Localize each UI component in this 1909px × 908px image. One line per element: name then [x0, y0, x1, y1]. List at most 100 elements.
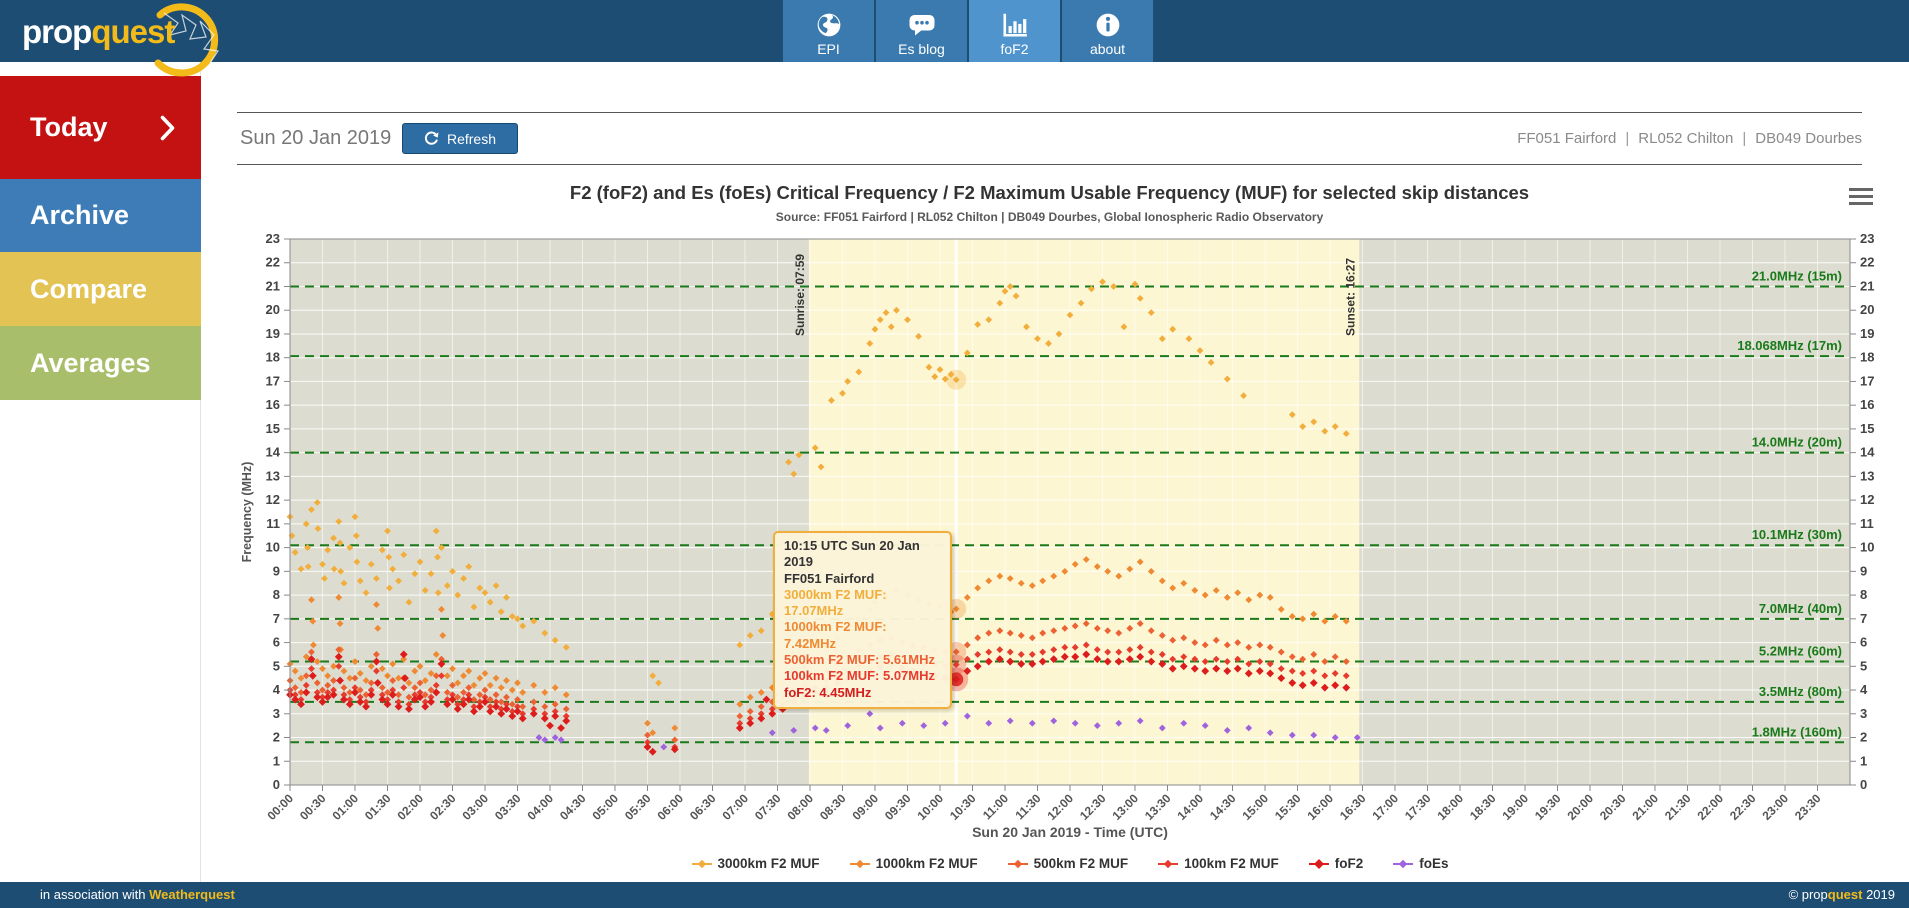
svg-text:21: 21 [266, 278, 280, 293]
fof2-chart: 21.0MHz (15m) 18.068MHz (17m) 14.0MHz (20m… [240, 231, 1875, 840]
chart-legend: 3000km F2 MUF 1000km F2 MUF 500km F2 MUF 10… [290, 856, 1850, 871]
legend-label: 100km F2 MUF [1184, 856, 1279, 871]
svg-text:03:30: 03:30 [492, 791, 524, 823]
legend-label: foEs [1419, 856, 1449, 871]
x-axis-title: Sun 20 Jan 2019 - Time (UTC) [972, 824, 1168, 840]
station-link-ff051[interactable]: FF051 Fairford [1517, 130, 1617, 147]
svg-text:13: 13 [1860, 468, 1874, 483]
svg-text:7: 7 [273, 611, 280, 626]
station-separator: | [1625, 130, 1630, 147]
svg-text:9: 9 [273, 563, 280, 578]
current-date: Sun 20 Jan 2019 [240, 127, 392, 149]
svg-text:9: 9 [1860, 563, 1867, 578]
series-foes [535, 710, 1361, 751]
legend-item-3000km-f2-muf[interactable]: 3000km F2 MUF [691, 856, 820, 871]
svg-text:18: 18 [1860, 350, 1874, 365]
sidebar-item-averages[interactable]: Averages [0, 326, 201, 400]
svg-text:23: 23 [1860, 231, 1874, 246]
legend-marker [1308, 858, 1329, 869]
svg-text:16: 16 [266, 397, 280, 412]
refresh-button-label: Refresh [446, 130, 497, 147]
tab-es-blog-label: Es blog [898, 41, 945, 57]
svg-text:21:00: 21:00 [1630, 791, 1662, 823]
tab-epi-label: EPI [817, 41, 840, 57]
chart-context-menu-icon[interactable] [1849, 188, 1873, 205]
tab-epi[interactable]: EPI [783, 0, 874, 62]
svg-text:5.2MHz (60m): 5.2MHz (60m) [1759, 644, 1842, 659]
legend-item-fof2[interactable]: foF2 [1308, 856, 1364, 871]
svg-text:7.0MHz (40m): 7.0MHz (40m) [1759, 601, 1842, 616]
svg-text:00:30: 00:30 [297, 791, 329, 823]
logo-arc-icon [154, 3, 220, 77]
svg-text:19:00: 19:00 [1500, 791, 1532, 823]
svg-text:17: 17 [266, 373, 280, 388]
propquest-logo[interactable]: propquest [22, 3, 220, 77]
svg-text:12: 12 [266, 492, 280, 507]
svg-text:14:00: 14:00 [1175, 791, 1207, 823]
legend-label: foF2 [1334, 856, 1364, 871]
svg-text:10:30: 10:30 [947, 791, 979, 823]
legend-label: 3000km F2 MUF [717, 856, 820, 871]
svg-text:05:30: 05:30 [622, 791, 654, 823]
svg-text:0: 0 [273, 777, 280, 792]
svg-text:10: 10 [266, 540, 280, 555]
svg-text:05:00: 05:00 [590, 791, 622, 823]
tab-about-label: about [1089, 41, 1126, 57]
station-separator: | [1742, 130, 1747, 147]
sidebar-item-compare[interactable]: Compare [0, 252, 201, 326]
svg-text:Sunset: 16:27: Sunset: 16:27 [1343, 258, 1357, 336]
svg-text:20:00: 20:00 [1565, 791, 1597, 823]
sidebar-item-archive[interactable]: Archive [0, 179, 201, 252]
legend-label: 500km F2 MUF [1033, 856, 1129, 871]
station-link-rl052[interactable]: RL052 Chilton [1638, 130, 1734, 147]
svg-text:16:00: 16:00 [1305, 791, 1337, 823]
legend-item-100km-f2-muf[interactable]: 100km F2 MUF [1158, 856, 1279, 871]
svg-text:02:30: 02:30 [427, 791, 459, 823]
chart-tooltip: 10:15 UTC Sun 20 Jan 2019 FF051 Fairford… [773, 531, 952, 709]
sidebar-item-today[interactable]: Today [0, 76, 201, 179]
legend-label: 1000km F2 MUF [875, 856, 978, 871]
chart-title: F2 (foF2) and Es (foEs) Critical Frequen… [569, 182, 1530, 203]
sun-markers: Sunrise: 07:59 Sunset: 16:27 [793, 254, 1357, 336]
svg-text:3.5MHz (80m): 3.5MHz (80m) [1759, 684, 1842, 699]
svg-text:2: 2 [273, 730, 280, 745]
svg-text:09:30: 09:30 [882, 791, 914, 823]
tooltip-row: foF2: 4.45MHz [784, 684, 872, 700]
legend-marker [849, 859, 870, 868]
tab-about[interactable]: about [1062, 0, 1153, 62]
tab-es-blog[interactable]: Es blog [876, 0, 967, 62]
svg-text:11: 11 [1860, 516, 1874, 531]
svg-text:0: 0 [1860, 777, 1867, 792]
refresh-button[interactable]: Refresh [402, 123, 518, 154]
svg-text:01:30: 01:30 [362, 791, 394, 823]
svg-text:23:00: 23:00 [1760, 791, 1792, 823]
x-axis: 00:00 00:30 01:00 01:30 02:00 02:30 03:00 03:30… [265, 785, 1824, 823]
svg-text:02:00: 02:00 [395, 791, 427, 823]
svg-text:07:00: 07:00 [720, 791, 752, 823]
weatherquest-link[interactable]: Weatherquest [149, 887, 235, 902]
svg-text:16: 16 [1860, 397, 1874, 412]
svg-text:8: 8 [1860, 587, 1867, 602]
tooltip-station: FF051 Fairford [784, 570, 875, 586]
bar-chart-icon [1001, 11, 1029, 39]
footer: in association with Weatherquest © propq… [0, 882, 1909, 908]
svg-text:17:00: 17:00 [1370, 791, 1402, 823]
station-link-db049[interactable]: DB049 Dourbes [1755, 130, 1862, 147]
header: propquest EPI Es blog foF2 about [0, 0, 1909, 77]
station-links: FF051 Fairford | RL052 Chilton | DB049 Dourb… [1517, 113, 1862, 164]
svg-text:18: 18 [266, 350, 280, 365]
legend-item-foes[interactable]: foEs [1393, 856, 1448, 871]
tab-fof2[interactable]: foF2 [969, 0, 1060, 62]
svg-text:22: 22 [266, 255, 280, 270]
sidebar-item-compare-label: Compare [30, 273, 148, 304]
svg-text:19: 19 [1860, 326, 1874, 341]
legend-item-500km-f2-muf[interactable]: 500km F2 MUF [1007, 856, 1129, 871]
svg-text:15:00: 15:00 [1240, 791, 1272, 823]
svg-text:11:30: 11:30 [1012, 791, 1043, 822]
footer-copyright: © propquest 2019 [1788, 887, 1895, 902]
legend-item-1000km-f2-muf[interactable]: 1000km F2 MUF [849, 856, 978, 871]
sidebar-item-averages-label: Averages [30, 347, 151, 378]
svg-text:23:30: 23:30 [1792, 791, 1824, 823]
svg-text:21: 21 [1860, 278, 1874, 293]
svg-text:23: 23 [266, 231, 280, 246]
